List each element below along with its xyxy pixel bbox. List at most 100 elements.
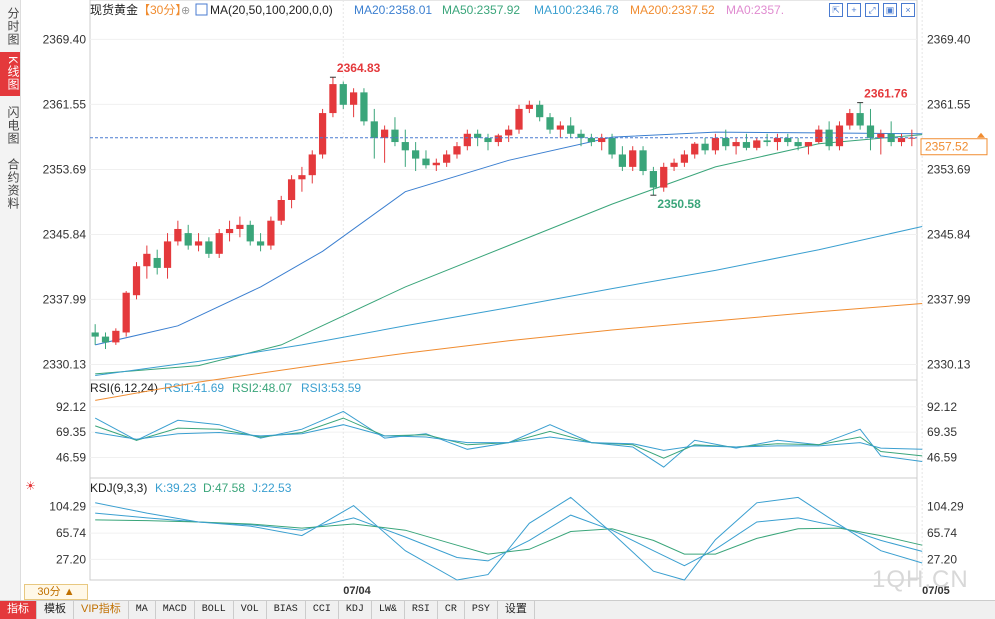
candle-body — [670, 162, 678, 167]
period-tag: 【30分】 — [138, 3, 187, 17]
candle-body — [525, 104, 533, 109]
tab-indicators[interactable]: 指标 — [0, 601, 37, 619]
ma-label: MA(20,50,100,200,0,0) — [210, 3, 333, 17]
candle-body — [122, 292, 130, 333]
indicator-tab-bar: 指标 模板 VIP指标 MA MACD BOLL VOL BIAS CCI KD… — [0, 600, 995, 619]
candle-body — [484, 137, 492, 143]
tab-contract-info[interactable]: 合约资料 — [6, 158, 20, 210]
candle-body — [846, 113, 854, 126]
tab-macd[interactable]: MACD — [156, 601, 195, 619]
tab-ma[interactable]: MA — [129, 601, 156, 619]
candle-body — [298, 175, 306, 180]
candle-body — [515, 108, 523, 130]
candle-body — [163, 241, 172, 268]
candle-body — [453, 146, 461, 155]
ma-settings-icon[interactable] — [195, 3, 208, 16]
price-tick-label-left: 2337.99 — [43, 292, 87, 306]
candle-body — [722, 137, 730, 147]
candle-body — [391, 129, 399, 143]
kdj-settings-icon[interactable]: ☀ — [25, 479, 36, 493]
tab-vol[interactable]: VOL — [234, 601, 267, 619]
candle-body — [877, 133, 885, 138]
candle-body — [753, 140, 761, 148]
candle-body — [381, 129, 389, 138]
candle-body — [680, 154, 689, 163]
ma100-value: MA100:2346.78 — [534, 3, 619, 17]
candle-body — [577, 133, 585, 138]
last-price-box — [920, 138, 988, 156]
j-value: J:22.53 — [252, 481, 292, 495]
candle-body — [556, 125, 564, 130]
watermark: 1QH.CN — [872, 566, 969, 593]
tab-timeshare[interactable]: 分时图 — [6, 6, 20, 46]
fullscreen-icon[interactable]: ⤢ — [865, 3, 879, 17]
candle-body — [422, 158, 430, 166]
candle-body — [184, 233, 192, 246]
candle-body — [629, 150, 637, 167]
rsi-tick-label-right: 69.35 — [927, 425, 957, 439]
last-price-arrow-icon — [977, 132, 985, 138]
tab-template[interactable]: 模板 — [37, 601, 74, 619]
tab-psy[interactable]: PSY — [465, 601, 498, 619]
instrument-name: 现货黄金 — [90, 2, 138, 17]
candle-body — [773, 137, 782, 143]
candle-body — [494, 135, 502, 143]
candle-body — [587, 137, 595, 143]
rsi1-value: RSI1:41.69 — [164, 381, 224, 395]
candle-body — [308, 154, 316, 176]
ma200-value: MA200:2337.52 — [630, 3, 715, 17]
period-selector[interactable]: 30分 ▲ — [24, 584, 88, 600]
candle-body — [370, 121, 378, 138]
tab-settings[interactable]: 设置 — [498, 601, 535, 619]
price-tick-label-left: 2361.55 — [43, 97, 87, 111]
rsi3-value: RSI3:53.59 — [301, 381, 361, 395]
candle-body — [205, 241, 213, 254]
price-tick-label-right: 2353.69 — [927, 162, 971, 176]
ma-line — [95, 303, 923, 401]
tab-bias[interactable]: BIAS — [267, 601, 306, 619]
expand-icon[interactable]: ⇱ — [829, 3, 843, 17]
ma20-value: MA20:2358.01 — [354, 3, 432, 17]
kdj-line — [95, 519, 923, 555]
candle-body — [215, 233, 223, 254]
candle-body — [567, 125, 575, 134]
tab-kdj[interactable]: KDJ — [339, 601, 372, 619]
tab-rsi[interactable]: RSI — [405, 601, 438, 619]
rsi-line — [94, 410, 923, 468]
candle-body — [360, 92, 368, 122]
candle-body — [463, 133, 471, 147]
candle-body — [815, 129, 823, 143]
rsi-tick-label-left: 69.35 — [56, 425, 86, 439]
candle-body — [287, 179, 296, 200]
tab-cci[interactable]: CCI — [306, 601, 339, 619]
candle-body — [711, 137, 720, 151]
candle-body — [804, 142, 813, 147]
tab-kline[interactable]: K线图 — [0, 52, 20, 96]
tab-flash-chart[interactable]: 闪电图 — [6, 105, 20, 145]
candle-body — [691, 143, 699, 155]
tab-vip-indicators[interactable]: VIP指标 — [74, 601, 129, 619]
candle-body — [536, 104, 544, 118]
ma50-value: MA50:2357.92 — [442, 3, 520, 17]
tab-cr[interactable]: CR — [438, 601, 465, 619]
chart-canvas[interactable]: 现货黄金 【30分】 ⊕ MA(20,50,100,200,0,0) MA20:… — [20, 0, 995, 600]
candle-body — [101, 336, 110, 343]
candle-body — [132, 266, 141, 296]
ma0-value: MA0:2357. — [726, 3, 784, 17]
ma-toggle-icon[interactable]: ⊕ — [181, 5, 190, 17]
kdj-tick-label-right: 104.29 — [927, 500, 964, 514]
candle-body — [618, 154, 626, 167]
candle-body — [660, 166, 668, 188]
kdj-panel — [95, 496, 923, 581]
price-tick-label-right: 2330.13 — [927, 358, 971, 372]
candle-body — [91, 332, 99, 337]
tab-boll[interactable]: BOLL — [195, 601, 234, 619]
close-icon[interactable]: × — [901, 3, 915, 17]
crosshair-icon[interactable]: + — [847, 3, 861, 17]
rsi-line — [95, 417, 923, 459]
tab-lw[interactable]: LW& — [372, 601, 405, 619]
price-tick-label-right: 2345.84 — [927, 227, 971, 241]
restore-icon[interactable]: ▣ — [883, 3, 897, 17]
grid-lines — [90, 0, 923, 580]
candle-body — [732, 142, 740, 147]
